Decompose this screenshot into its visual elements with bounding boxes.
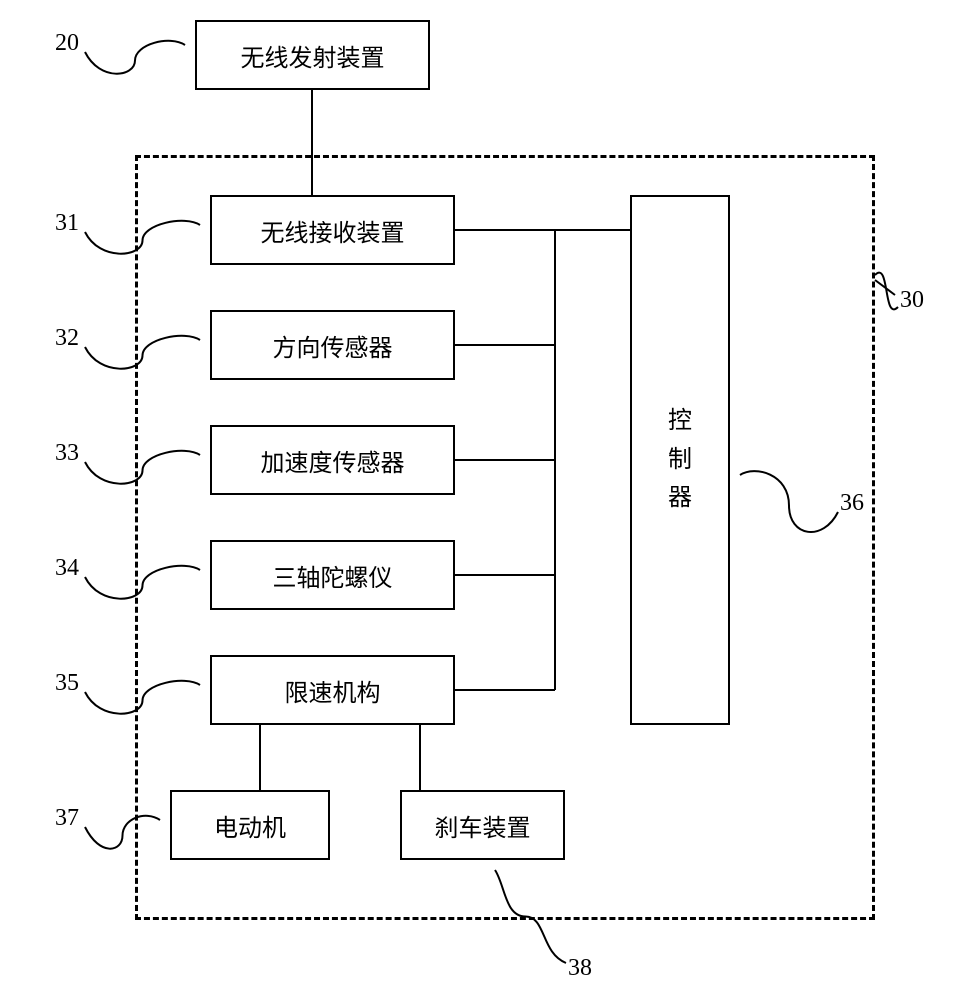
callout-label-38: 38	[568, 955, 592, 982]
node-n36: 控制器	[630, 195, 730, 725]
callout-label-35: 35	[55, 670, 79, 697]
node-n32: 方向传感器	[210, 310, 455, 380]
node-n34: 三轴陀螺仪	[210, 540, 455, 610]
callout-label-32: 32	[55, 325, 79, 352]
node-n20: 无线发射装置	[195, 20, 430, 90]
callout-label-20: 20	[55, 30, 79, 57]
node-n33: 加速度传感器	[210, 425, 455, 495]
node-n38: 刹车装置	[400, 790, 565, 860]
node-n35: 限速机构	[210, 655, 455, 725]
node-n31: 无线接收装置	[210, 195, 455, 265]
node-n37: 电动机	[170, 790, 330, 860]
callout-label-31: 31	[55, 210, 79, 237]
callout-label-34: 34	[55, 555, 79, 582]
callout-label-36: 36	[840, 490, 864, 517]
callout-label-30: 30	[900, 287, 924, 314]
diagram-stage: 无线发射装置无线接收装置方向传感器加速度传感器三轴陀螺仪限速机构 控制器电动机刹车…	[0, 0, 960, 1000]
callout-label-37: 37	[55, 805, 79, 832]
callout-label-33: 33	[55, 440, 79, 467]
